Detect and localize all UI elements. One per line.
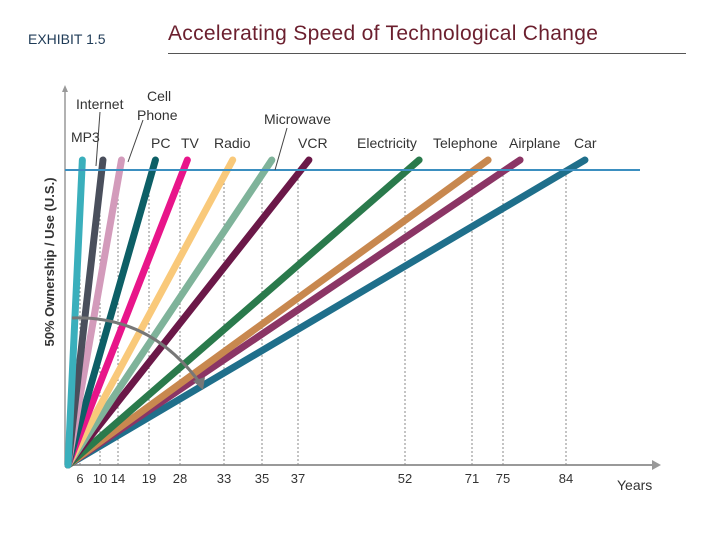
series-label: Radio <box>214 135 251 151</box>
x-tick-label: 37 <box>291 471 305 486</box>
exhibit-label: EXHIBIT 1.5 <box>28 31 106 47</box>
x-tick-label: 75 <box>496 471 510 486</box>
series-label: Microwave <box>264 111 331 127</box>
x-tick-label: 84 <box>559 471 573 486</box>
series-line-pc <box>64 156 159 469</box>
page-title: Accelerating Speed of Technological Chan… <box>168 22 599 45</box>
x-tick-label: 28 <box>173 471 187 486</box>
x-tick-label: 35 <box>255 471 269 486</box>
series-label: Cell <box>147 88 171 104</box>
series-label: Phone <box>137 107 178 123</box>
series-label: VCR <box>298 135 328 151</box>
x-tick-label: 6 <box>76 471 83 486</box>
series-label: TV <box>181 135 200 151</box>
x-tick-label: 71 <box>465 471 479 486</box>
x-tick-label: 10 <box>93 471 107 486</box>
x-tick-label: 14 <box>111 471 125 486</box>
series-line-vcr <box>64 156 313 469</box>
title-divider <box>168 53 686 54</box>
x-axis-arrow <box>652 460 661 470</box>
label-leader <box>274 127 288 171</box>
y-axis-arrow <box>62 85 68 92</box>
series-label: Car <box>574 135 597 151</box>
x-axis-label: Years <box>617 477 652 493</box>
series-line-telephone <box>64 156 492 469</box>
label-leader <box>95 111 101 167</box>
series-line-electricity <box>64 156 423 469</box>
x-tick-label: 33 <box>217 471 231 486</box>
y-axis-label: 50% Ownership / Use (U.S.) <box>42 177 57 346</box>
label-leader <box>127 119 144 163</box>
series-label: Airplane <box>509 135 561 151</box>
series-line-car <box>64 156 589 469</box>
series-line-mp3 <box>64 156 86 469</box>
acceleration-arrowhead <box>193 377 205 390</box>
series-label: PC <box>151 135 170 151</box>
series-line-microwave <box>64 156 276 469</box>
acceleration-arrow <box>71 316 202 384</box>
series-label: Internet <box>76 96 124 112</box>
series-label: Electricity <box>357 135 417 151</box>
x-tick-label: 52 <box>398 471 412 486</box>
x-tick-label: 19 <box>142 471 156 486</box>
series-label: Telephone <box>433 135 498 151</box>
series-label: MP3 <box>71 129 100 145</box>
series-line-tv <box>64 156 191 469</box>
series-line-radio <box>64 156 237 469</box>
